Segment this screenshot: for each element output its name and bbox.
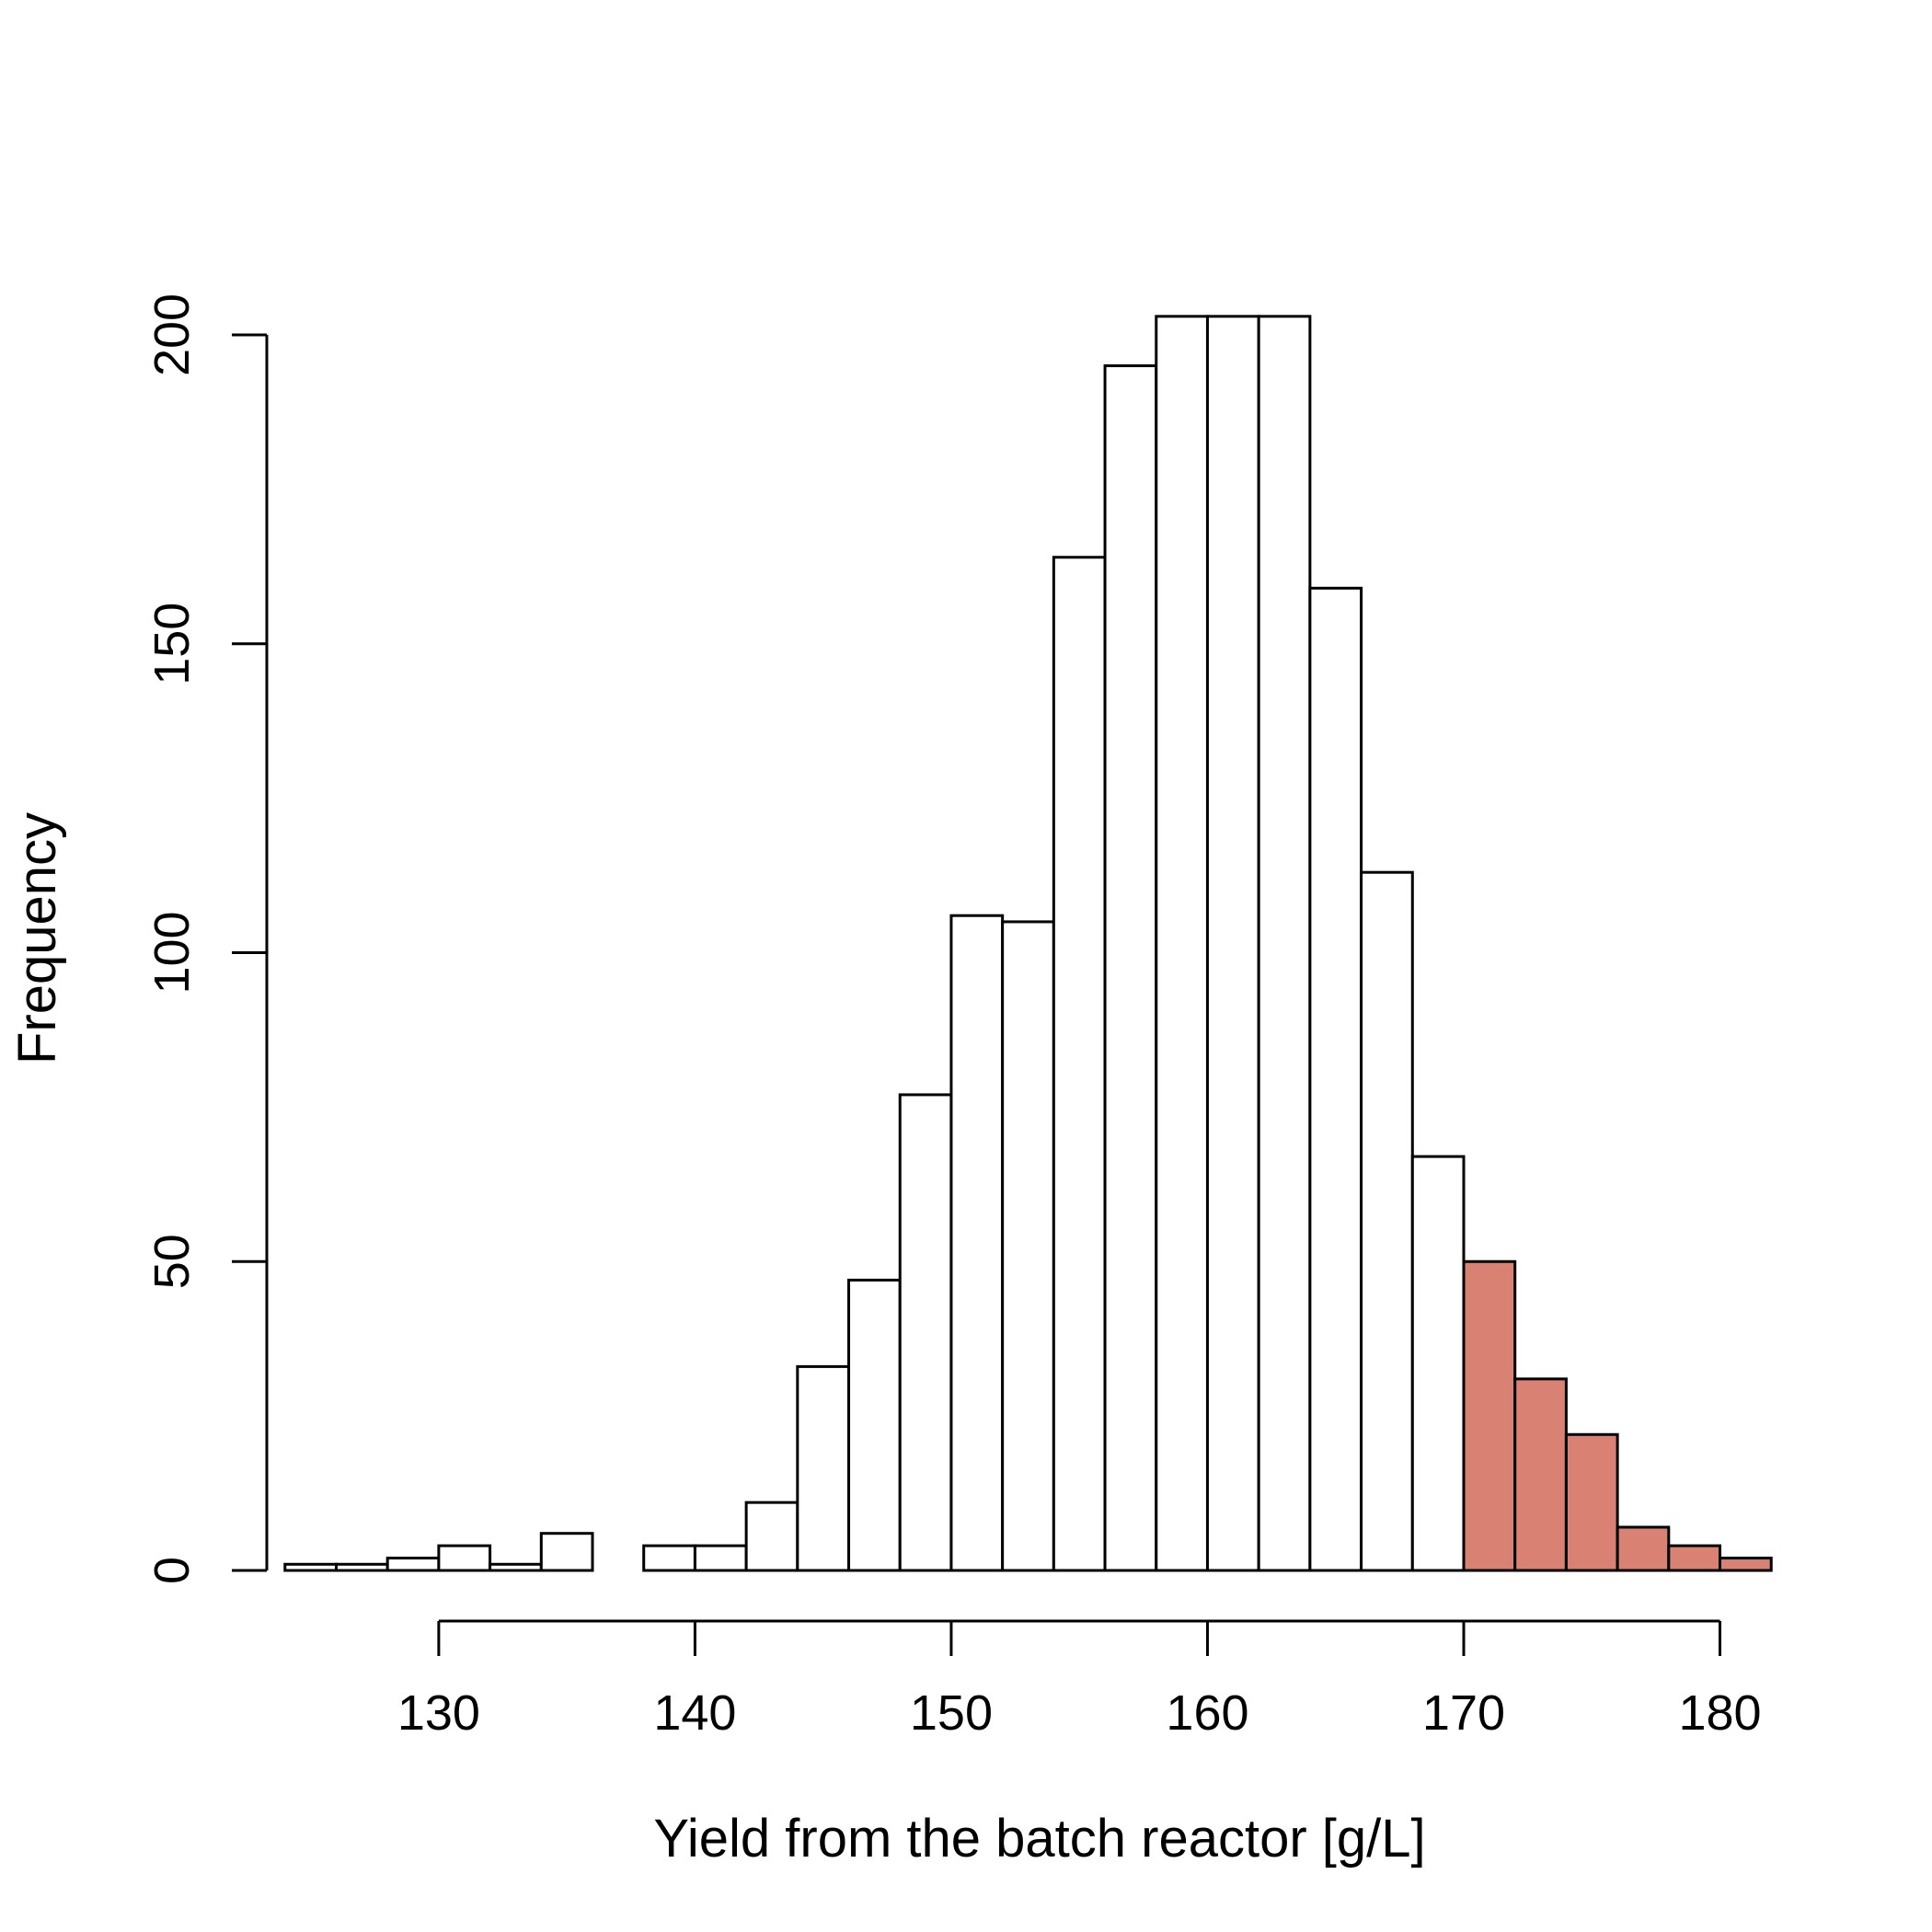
histogram-bars	[283, 315, 1773, 1572]
histogram-bar	[1052, 556, 1107, 1572]
histogram-bar	[744, 1501, 799, 1572]
histogram-bar	[334, 1562, 389, 1572]
histogram-bar	[1001, 920, 1055, 1572]
histogram-bar	[437, 1544, 492, 1572]
histogram-bar	[1103, 364, 1158, 1572]
histogram-bar	[1616, 1525, 1671, 1572]
histogram-bar	[796, 1364, 851, 1572]
histogram-bar	[1513, 1377, 1568, 1572]
x-tick-label: 160	[1166, 1685, 1248, 1741]
histogram-bar	[1308, 586, 1363, 1572]
histogram-bar	[847, 1278, 902, 1572]
y-tick-label: 200	[144, 293, 200, 376]
histogram-bar	[949, 914, 1005, 1572]
x-tick-label: 150	[910, 1685, 993, 1741]
histogram-bar	[693, 1544, 748, 1572]
y-tick-label: 0	[144, 1557, 200, 1584]
x-tick-label: 140	[653, 1685, 736, 1741]
y-tick-label: 150	[144, 603, 200, 685]
y-tick-label: 50	[144, 1234, 200, 1289]
histogram-bar	[385, 1557, 441, 1572]
histogram-bar	[898, 1093, 953, 1572]
histogram-bar	[283, 1562, 338, 1572]
x-tick-label: 180	[1678, 1685, 1761, 1741]
histogram-bar	[539, 1532, 594, 1572]
x-axis: 130 140 150 160 170 180	[397, 1619, 1762, 1741]
histogram-bar	[489, 1562, 543, 1572]
y-tick-label: 100	[144, 911, 200, 994]
histogram-bar	[1155, 315, 1209, 1572]
histogram-bar	[1410, 1155, 1466, 1572]
histogram-bar	[1564, 1432, 1619, 1572]
histogram-bar	[642, 1544, 696, 1572]
x-tick-label: 130	[397, 1685, 480, 1741]
y-axis: 0 50 100 150 200	[144, 293, 269, 1584]
histogram-bar	[1257, 315, 1312, 1572]
histogram-bar	[1205, 315, 1260, 1572]
x-tick-label: 170	[1422, 1685, 1505, 1741]
x-axis-label: Yield from the batch reactor [g/L]	[653, 1809, 1425, 1869]
histogram-bar	[1667, 1544, 1722, 1572]
histogram-bar	[1719, 1557, 1773, 1572]
histogram-bar	[1360, 870, 1414, 1572]
histogram-bar	[1462, 1259, 1517, 1572]
y-axis-label: Frequency	[7, 812, 67, 1064]
